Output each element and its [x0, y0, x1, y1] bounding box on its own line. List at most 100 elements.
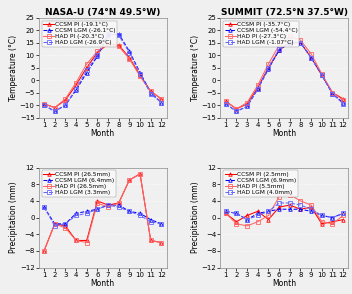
CCSM PI (-35.7°C) — [341, 97, 345, 101]
CCSM PI (-19.1°C) — [117, 44, 121, 47]
Line: HAD LGM (-1.07°C): HAD LGM (-1.07°C) — [224, 41, 345, 113]
HAD PI (26.5mm) — [127, 178, 132, 182]
CCSM LGM (6.9mm) — [266, 210, 271, 213]
Y-axis label: Precipitation (mm): Precipitation (mm) — [10, 182, 18, 253]
CCSM PI (26.5mm) — [84, 239, 89, 242]
Line: HAD PI (26.5mm): HAD PI (26.5mm) — [42, 172, 163, 253]
CCSM PI (-35.7°C) — [266, 66, 271, 69]
CCSM PI (-19.1°C) — [106, 42, 110, 46]
CCSM LGM (-54.4°C) — [309, 56, 313, 59]
CCSM LGM (-26.1°C) — [63, 103, 68, 107]
HAD PI (-27.3°C) — [298, 39, 303, 42]
HAD PI (-27.3°C) — [245, 101, 249, 104]
X-axis label: Month: Month — [91, 279, 115, 288]
CCSM LGM (6.4mm) — [149, 218, 153, 221]
HAD PI (26.5mm) — [63, 226, 68, 230]
CCSM PI (26.5mm) — [74, 239, 78, 242]
HAD LGM (-26.9°C) — [106, 32, 110, 36]
CCSM LGM (-26.1°C) — [127, 50, 132, 53]
X-axis label: Month: Month — [272, 279, 296, 288]
Line: CCSM PI (26.5mm): CCSM PI (26.5mm) — [42, 172, 163, 253]
HAD LGM (4.0mm) — [288, 201, 292, 205]
CCSM LGM (-26.1°C) — [52, 110, 57, 113]
CCSM LGM (-54.4°C) — [331, 92, 335, 96]
HAD LGM (-1.07°C) — [266, 66, 271, 69]
HAD PI (26.5mm) — [52, 222, 57, 225]
CCSM PI (2.5mm) — [224, 212, 228, 215]
HAD PI (5.5mm) — [320, 220, 324, 223]
CCSM LGM (-54.4°C) — [266, 67, 271, 71]
CCSM LGM (-26.1°C) — [74, 88, 78, 92]
CCSM PI (2.5mm) — [341, 218, 345, 221]
HAD LGM (3.3mm) — [159, 222, 163, 225]
HAD PI (26.5mm) — [117, 201, 121, 205]
CCSM PI (-35.7°C) — [309, 56, 313, 59]
CCSM PI (-19.1°C) — [127, 56, 132, 59]
HAD LGM (3.3mm) — [42, 206, 46, 209]
Line: HAD PI (-27.3°C): HAD PI (-27.3°C) — [224, 35, 345, 111]
HAD LGM (3.3mm) — [117, 206, 121, 209]
CCSM LGM (6.9mm) — [320, 214, 324, 217]
HAD LGM (-1.07°C) — [234, 110, 239, 113]
HAD LGM (4.0mm) — [224, 210, 228, 213]
HAD PI (26.5mm) — [159, 241, 163, 244]
HAD LGM (4.0mm) — [341, 212, 345, 215]
HAD LGM (-1.07°C) — [331, 92, 335, 96]
CCSM PI (-19.1°C) — [42, 102, 46, 106]
HAD LGM (4.0mm) — [320, 214, 324, 217]
Legend: CCSM PI (-35.7°C), CCSM LGM (-54.4°C), HAD PI (-27.3°C), HAD LGM (-1.07°C): CCSM PI (-35.7°C), CCSM LGM (-54.4°C), H… — [224, 21, 300, 47]
CCSM PI (-19.1°C) — [84, 66, 89, 69]
CCSM PI (-19.1°C) — [138, 74, 142, 77]
Title: NASA-U (74°N 49.5°W): NASA-U (74°N 49.5°W) — [45, 8, 161, 17]
CCSM LGM (6.4mm) — [138, 212, 142, 215]
CCSM PI (2.5mm) — [298, 208, 303, 211]
CCSM LGM (6.9mm) — [309, 210, 313, 213]
HAD LGM (4.0mm) — [245, 218, 249, 221]
CCSM PI (-19.1°C) — [149, 90, 153, 93]
HAD PI (-20.3°C) — [138, 75, 142, 78]
CCSM LGM (6.4mm) — [117, 203, 121, 207]
HAD PI (-27.3°C) — [331, 91, 335, 94]
HAD PI (5.5mm) — [288, 193, 292, 196]
HAD PI (5.5mm) — [224, 212, 228, 215]
HAD PI (-27.3°C) — [320, 72, 324, 76]
HAD PI (-27.3°C) — [234, 107, 239, 111]
CCSM LGM (6.4mm) — [159, 222, 163, 225]
HAD LGM (-26.9°C) — [138, 72, 142, 76]
Line: CCSM LGM (-54.4°C): CCSM LGM (-54.4°C) — [224, 41, 345, 113]
HAD LGM (-1.07°C) — [309, 56, 313, 59]
Line: CCSM PI (-19.1°C): CCSM PI (-19.1°C) — [42, 42, 163, 109]
HAD PI (-27.3°C) — [341, 98, 345, 102]
HAD PI (5.5mm) — [277, 195, 281, 198]
HAD LGM (-26.9°C) — [159, 101, 163, 104]
HAD LGM (-26.9°C) — [127, 51, 132, 54]
HAD PI (-20.3°C) — [106, 42, 110, 46]
CCSM PI (-35.7°C) — [277, 49, 281, 52]
CCSM LGM (-54.4°C) — [320, 74, 324, 77]
HAD LGM (3.3mm) — [52, 224, 57, 228]
Line: CCSM LGM (6.9mm): CCSM LGM (6.9mm) — [224, 208, 345, 221]
Y-axis label: Temperature (°C): Temperature (°C) — [9, 35, 18, 101]
Y-axis label: Precipitation (mm): Precipitation (mm) — [191, 182, 200, 253]
CCSM PI (2.5mm) — [266, 218, 271, 221]
HAD LGM (-1.07°C) — [256, 87, 260, 91]
CCSM PI (2.5mm) — [277, 206, 281, 209]
HAD LGM (4.0mm) — [256, 214, 260, 217]
HAD PI (-20.3°C) — [149, 90, 153, 93]
CCSM PI (26.5mm) — [159, 241, 163, 244]
Title: SUMMIT (72.5°N 37.5°W): SUMMIT (72.5°N 37.5°W) — [221, 8, 348, 17]
HAD PI (26.5mm) — [95, 201, 100, 205]
CCSM LGM (-54.4°C) — [256, 87, 260, 91]
CCSM LGM (6.4mm) — [95, 208, 100, 211]
Line: HAD LGM (-26.9°C): HAD LGM (-26.9°C) — [42, 32, 163, 113]
HAD LGM (3.3mm) — [149, 220, 153, 223]
Line: HAD LGM (3.3mm): HAD LGM (3.3mm) — [42, 203, 163, 228]
HAD LGM (-26.9°C) — [95, 54, 100, 57]
CCSM PI (26.5mm) — [138, 172, 142, 176]
Legend: CCSM PI (26.5mm), CCSM LGM (6.4mm), HAD PI (26.5mm), HAD LGM (3.3mm): CCSM PI (26.5mm), CCSM LGM (6.4mm), HAD … — [42, 171, 116, 197]
CCSM LGM (6.4mm) — [106, 203, 110, 207]
CCSM LGM (6.9mm) — [224, 210, 228, 213]
CCSM PI (-19.1°C) — [74, 83, 78, 87]
HAD PI (-20.3°C) — [159, 97, 163, 101]
CCSM LGM (6.4mm) — [52, 222, 57, 225]
